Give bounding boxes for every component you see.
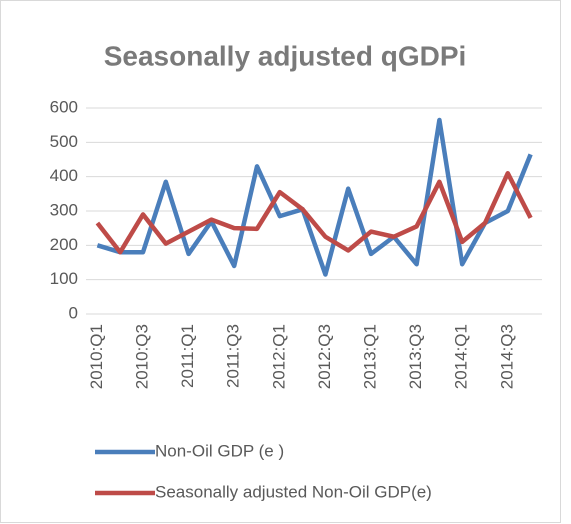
- x-tick-label: 2011:Q1: [178, 324, 197, 388]
- legend-label: Seasonally adjusted Non-Oil GDP(e): [155, 482, 432, 501]
- x-tick-label: 2010:Q1: [87, 324, 106, 389]
- y-tick-label: 600: [50, 97, 78, 116]
- x-tick-label: 2014:Q3: [497, 324, 516, 389]
- y-tick-label: 100: [50, 269, 78, 288]
- x-tick-label: 2010:Q3: [132, 324, 151, 389]
- chart-title: Seasonally adjusted qGDPi: [104, 40, 467, 71]
- x-tick-label: 2011:Q3: [224, 324, 243, 388]
- legend-label: Non-Oil GDP (e ): [155, 441, 284, 460]
- x-tick-label: 2012:Q1: [269, 324, 288, 389]
- x-tick-label: 2014:Q1: [452, 324, 471, 389]
- x-tick-label: 2013:Q1: [360, 324, 379, 389]
- x-tick-label: 2012:Q3: [315, 324, 334, 389]
- y-tick-label: 0: [69, 303, 78, 322]
- y-tick-label: 200: [50, 235, 78, 254]
- y-tick-label: 500: [50, 132, 78, 151]
- y-tick-label: 400: [50, 166, 78, 185]
- x-tick-label: 2013:Q3: [406, 324, 425, 389]
- y-tick-label: 300: [50, 200, 78, 219]
- line-series: [96, 117, 533, 277]
- line-series: [95, 170, 533, 255]
